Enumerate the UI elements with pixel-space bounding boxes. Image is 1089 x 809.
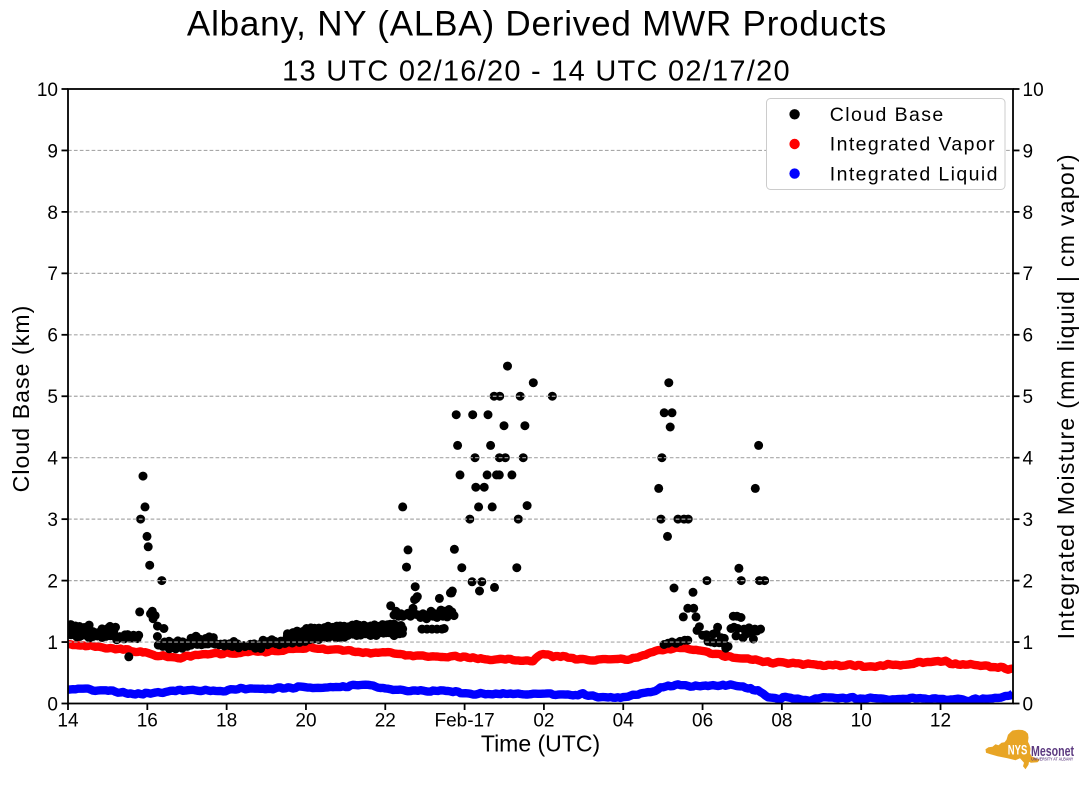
svg-text:Mesonet: Mesonet xyxy=(1031,743,1074,760)
svg-text:8: 8 xyxy=(47,203,58,224)
svg-text:2: 2 xyxy=(47,572,58,593)
svg-text:18: 18 xyxy=(216,711,237,732)
svg-text:13 UTC 02/16/20 - 14 UTC 02/17: 13 UTC 02/16/20 - 14 UTC 02/17/20 xyxy=(282,56,791,88)
svg-text:9: 9 xyxy=(47,141,58,162)
svg-text:22: 22 xyxy=(375,711,396,732)
svg-text:14: 14 xyxy=(57,711,79,732)
svg-text:20: 20 xyxy=(295,711,316,732)
svg-text:Time (UTC): Time (UTC) xyxy=(481,730,600,756)
svg-text:5: 5 xyxy=(1023,387,1034,408)
svg-text:12: 12 xyxy=(930,711,951,732)
svg-text:Cloud Base (km): Cloud Base (km) xyxy=(8,305,34,493)
svg-text:10: 10 xyxy=(37,80,58,101)
svg-text:7: 7 xyxy=(47,264,58,285)
svg-text:UNIVERSITY AT ALBANY: UNIVERSITY AT ALBANY xyxy=(1031,756,1073,761)
svg-text:6: 6 xyxy=(47,326,58,347)
svg-text:0: 0 xyxy=(1023,694,1034,715)
svg-text:7: 7 xyxy=(1023,264,1034,285)
svg-text:16: 16 xyxy=(137,711,158,732)
svg-text:Integrated Liquid: Integrated Liquid xyxy=(830,163,999,185)
svg-text:Feb-17: Feb-17 xyxy=(434,711,494,732)
svg-text:10: 10 xyxy=(1023,80,1044,101)
svg-text:8: 8 xyxy=(1023,203,1034,224)
svg-text:08: 08 xyxy=(771,711,792,732)
svg-text:NYS: NYS xyxy=(1008,741,1028,757)
svg-text:Integrated Vapor: Integrated Vapor xyxy=(830,134,996,156)
svg-text:Integrated Moisture (mm liquid: Integrated Moisture (mm liquid | cm vapo… xyxy=(1053,153,1079,639)
svg-text:4: 4 xyxy=(1023,449,1034,470)
svg-text:Cloud Base: Cloud Base xyxy=(830,104,945,126)
svg-text:06: 06 xyxy=(692,711,713,732)
svg-text:02: 02 xyxy=(533,711,554,732)
svg-text:3: 3 xyxy=(1023,510,1034,531)
svg-text:0: 0 xyxy=(47,694,58,715)
svg-text:6: 6 xyxy=(1023,326,1034,347)
svg-text:10: 10 xyxy=(851,711,872,732)
svg-text:04: 04 xyxy=(613,711,635,732)
svg-text:1: 1 xyxy=(47,633,58,654)
svg-text:9: 9 xyxy=(1023,141,1034,162)
svg-text:4: 4 xyxy=(47,449,58,470)
svg-text:Albany, NY (ALBA) Derived MWR: Albany, NY (ALBA) Derived MWR Products xyxy=(187,4,887,43)
svg-text:5: 5 xyxy=(47,387,58,408)
svg-text:1: 1 xyxy=(1023,633,1034,654)
svg-text:3: 3 xyxy=(47,510,58,531)
svg-text:2: 2 xyxy=(1023,572,1034,593)
